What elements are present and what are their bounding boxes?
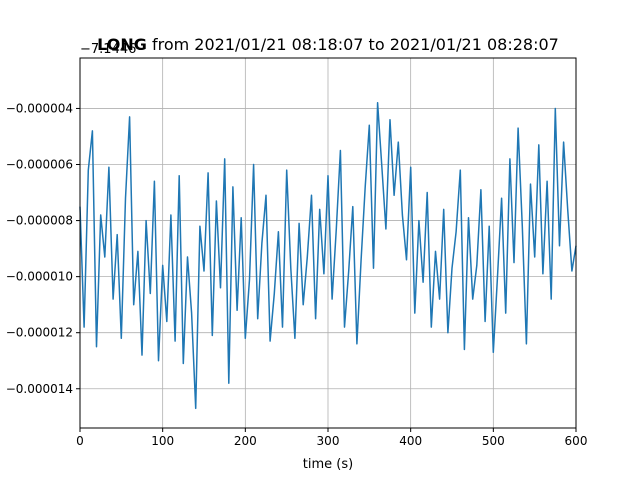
chart-title-bold: LONG [97,35,147,54]
y-tick-label: −0.000012 [6,326,73,340]
y-tick-label: −0.000008 [6,214,73,228]
x-tick-label: 500 [482,434,505,448]
x-axis-label: time (s) [303,457,353,472]
y-axis: −0.000004 −0.000006 −0.000008 −0.000010 −0.0… [6,101,80,396]
series-line [79,102,577,410]
x-axis: 0 100 200 300 400 500 600 [76,428,587,448]
x-tick-label: 0 [76,434,84,448]
chart-title-rest: from 2021/01/21 08:18:07 to 2021/01/21 0… [147,35,559,54]
grid [79,58,577,428]
y-tick-label: −0.000010 [6,270,73,284]
x-tick-label: 200 [234,434,257,448]
series-layer [79,102,577,410]
x-tick-label: 400 [399,434,422,448]
x-tick-label: 100 [151,434,174,448]
y-tick-label: −0.000006 [6,158,73,172]
offset-label: −7.1446 [80,42,136,57]
y-tick-label: −0.000014 [6,382,73,396]
chart-title: LONG from 2021/01/21 08:18:07 to 2021/01… [97,35,559,54]
x-tick-label: 600 [565,434,588,448]
y-tick-label: −0.000004 [6,101,73,115]
x-tick-label: 300 [317,434,340,448]
